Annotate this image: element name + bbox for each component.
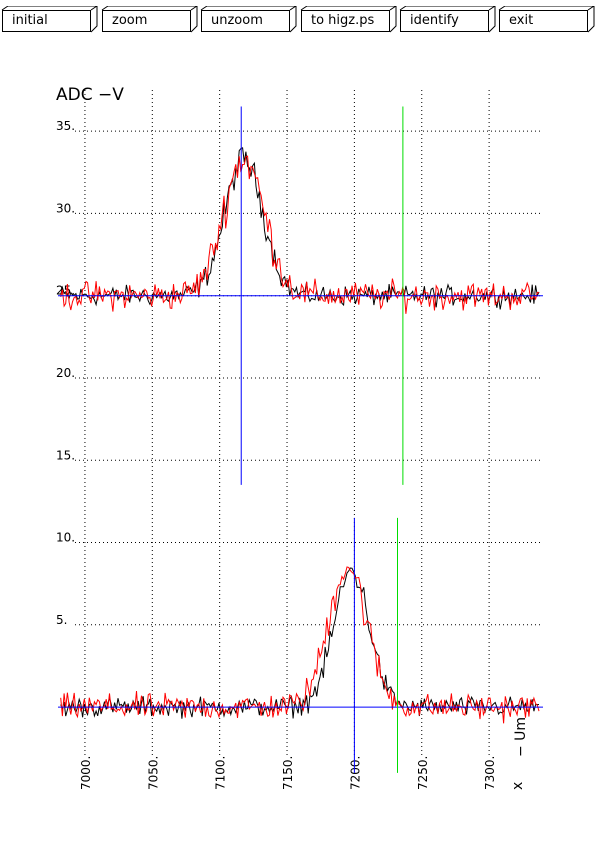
- x-tick-label: 7000.: [79, 756, 93, 790]
- x-axis-label: x: [510, 782, 526, 790]
- unzoom-button[interactable]: unzoom: [199, 6, 297, 33]
- x-tick-label: 7050.: [146, 756, 160, 790]
- y-tick-label: 35.: [56, 119, 75, 133]
- x-tick-label: 7150.: [281, 756, 295, 790]
- exit-button[interactable]: exit: [497, 6, 595, 33]
- identify-button[interactable]: identify: [398, 6, 496, 33]
- data-series: [60, 147, 540, 724]
- toolbar: initial zoom unzoom to higz.ps identify: [0, 0, 600, 40]
- series-line: [60, 155, 540, 314]
- grid: [75, 90, 543, 755]
- button-bevel-icon: [498, 6, 595, 33]
- side-axis-label: − Um: [513, 717, 529, 757]
- x-tick-label: 7200.: [348, 756, 362, 790]
- y-tick-label: 30.: [56, 201, 75, 215]
- initial-button-label[interactable]: initial: [2, 10, 91, 32]
- button-bevel-icon: [300, 6, 397, 33]
- button-bevel-icon: [101, 6, 198, 33]
- chart-title: ADC −V: [56, 85, 124, 105]
- y-tick-label: 10.: [56, 531, 75, 545]
- identify-button-label[interactable]: identify: [400, 10, 489, 32]
- button-bevel-icon: [200, 6, 297, 33]
- initial-button[interactable]: initial: [0, 6, 98, 33]
- zoom-button-label[interactable]: zoom: [102, 10, 191, 32]
- button-bevel-icon: [1, 6, 98, 33]
- to-higz-ps-button[interactable]: to higz.ps: [299, 6, 397, 33]
- x-tick-label: 7250.: [416, 756, 430, 790]
- button-bevel-icon: [399, 6, 496, 33]
- zoom-button[interactable]: zoom: [100, 6, 198, 33]
- cursor-markers: [58, 106, 543, 773]
- y-tick-label: 20.: [56, 366, 75, 380]
- series-line: [60, 147, 540, 310]
- unzoom-button-label[interactable]: unzoom: [201, 10, 290, 32]
- x-tick-label: 7100.: [214, 756, 228, 790]
- x-tick-label: 7300.: [483, 756, 497, 790]
- y-tick-label: 5.: [56, 613, 67, 627]
- series-line: [60, 567, 540, 719]
- to-higz-ps-button-label[interactable]: to higz.ps: [301, 10, 390, 32]
- x-tick-labels: 7000. 7050. 7100. 7150. 7200. 7250. 7300.: [79, 756, 497, 790]
- series-line: [60, 566, 540, 724]
- exit-button-label[interactable]: exit: [499, 10, 588, 32]
- y-tick-labels: 5.10.15.20.25.30.35.: [56, 119, 75, 627]
- y-tick-label: 15.: [56, 448, 75, 462]
